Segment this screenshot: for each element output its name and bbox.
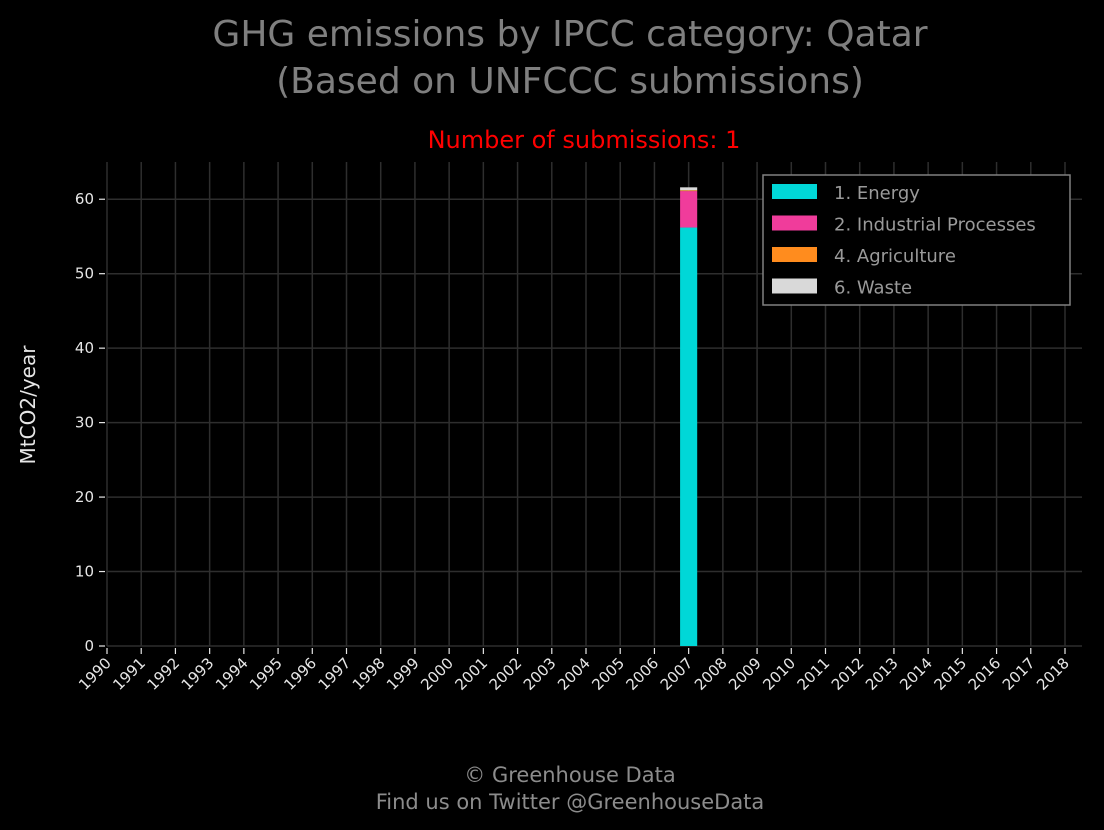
- x-tick-label: 2005: [588, 654, 628, 694]
- bar-segment: [680, 187, 698, 191]
- y-tick-label: 30: [75, 414, 94, 432]
- x-tick-label: 1999: [383, 654, 423, 694]
- x-tick-label: 2011: [794, 654, 834, 694]
- x-tick-label: 1998: [349, 654, 389, 694]
- y-axis-label: MtCO2/year: [16, 345, 40, 465]
- legend-swatch: [772, 215, 817, 231]
- bar-segment: [680, 227, 698, 646]
- x-tick-label: 1990: [75, 654, 115, 694]
- chart-subtitle: Number of submissions: 1: [428, 126, 741, 154]
- legend-label: 2. Industrial Processes: [834, 215, 1036, 236]
- x-tick-label: 1997: [315, 654, 355, 694]
- footer-twitter: Find us on Twitter @GreenhouseData: [376, 790, 765, 814]
- x-tick-label: 2014: [896, 654, 936, 694]
- x-tick-label: 2012: [828, 654, 868, 694]
- chart-title-line1: GHG emissions by IPCC category: Qatar: [212, 14, 927, 55]
- x-tick-label: 1992: [144, 654, 184, 694]
- y-axis: 0 10 20 30 40 50 60: [75, 190, 105, 655]
- bars: [680, 187, 698, 646]
- bar-segment: [680, 190, 698, 192]
- legend-swatch: [772, 247, 817, 262]
- footer-copyright: © Greenhouse Data: [464, 763, 675, 787]
- x-tick-label: 2013: [862, 654, 902, 694]
- x-tick-label: 2017: [999, 654, 1039, 694]
- x-tick-label: 1991: [109, 654, 149, 694]
- y-tick-label: 50: [75, 265, 94, 283]
- legend-label: 6. Waste: [834, 278, 912, 299]
- x-tick-label: 1994: [212, 654, 252, 694]
- x-tick-label: 2007: [657, 654, 697, 694]
- x-tick-label: 2009: [725, 654, 765, 694]
- x-tick-label: 2008: [691, 654, 731, 694]
- x-axis: 1990199119921993199419951996199719981999…: [75, 648, 1073, 694]
- x-tick-label: 2016: [965, 654, 1005, 694]
- legend-swatch: [772, 278, 817, 294]
- legend: 1. Energy 2. Industrial Processes 4. Agric…: [762, 174, 1071, 306]
- x-tick-label: 2001: [451, 654, 491, 694]
- y-tick-label: 60: [75, 190, 94, 208]
- y-tick-label: 0: [84, 637, 94, 655]
- legend-label: 4. Agriculture: [834, 246, 956, 267]
- x-tick-label: 2010: [759, 654, 799, 694]
- x-tick-label: 2002: [486, 654, 526, 694]
- x-tick-label: 2004: [554, 654, 594, 694]
- y-tick-label: 20: [75, 488, 94, 506]
- x-tick-label: 1996: [280, 654, 320, 694]
- y-tick-label: 40: [75, 339, 94, 357]
- x-tick-label: 2000: [417, 654, 457, 694]
- chart-title-line2: (Based on UNFCCC submissions): [276, 61, 864, 102]
- legend-label: 1. Energy: [834, 183, 920, 204]
- x-tick-label: 2018: [1033, 654, 1073, 694]
- x-tick-label: 2003: [520, 654, 560, 694]
- y-tick-label: 10: [75, 563, 94, 581]
- x-tick-label: 2015: [930, 654, 970, 694]
- x-tick-label: 1993: [178, 654, 218, 694]
- bar-segment: [680, 191, 698, 228]
- x-tick-label: 1995: [246, 654, 286, 694]
- x-tick-label: 2006: [623, 654, 663, 694]
- legend-swatch: [772, 184, 817, 199]
